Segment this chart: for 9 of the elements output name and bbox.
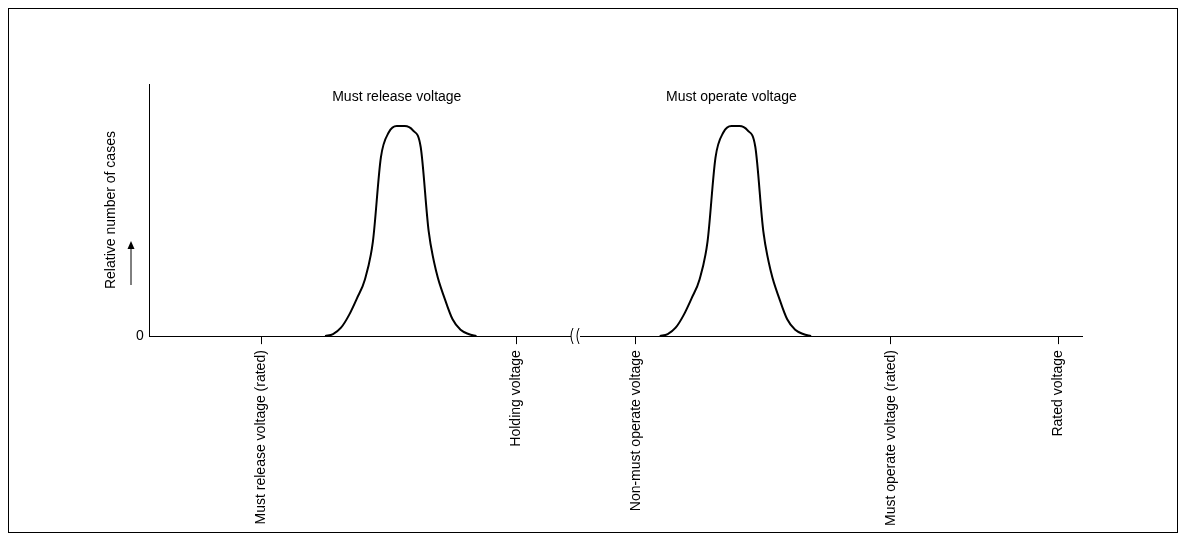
text: Must release voltage bbox=[332, 87, 462, 104]
x-tick-label: Must operate voltage (rated) bbox=[881, 350, 898, 527]
text: Must operate voltage bbox=[666, 87, 798, 104]
y-axis-title: Relative number of cases bbox=[102, 131, 119, 290]
x-tick-label: Holding voltage bbox=[507, 349, 524, 447]
x-tick-label: Rated voltage bbox=[1048, 349, 1065, 437]
text: 0 bbox=[136, 326, 144, 343]
x-tick-label: Non-must operate voltage bbox=[626, 349, 643, 512]
x-tick-label: Must release voltage (rated) bbox=[252, 350, 269, 525]
